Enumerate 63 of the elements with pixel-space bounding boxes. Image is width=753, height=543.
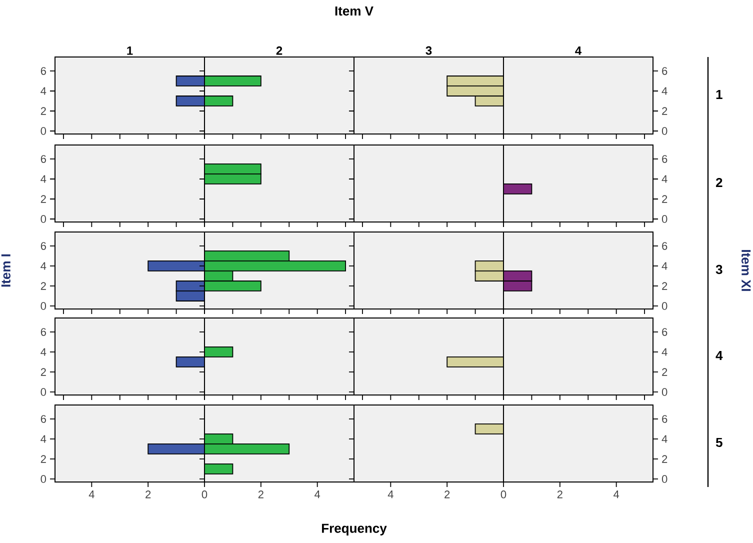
y-tick-label: 2 [662,368,668,376]
y-tick-label: 4 [40,348,46,356]
y-tick-label: 4 [40,175,46,183]
y-tick-label: 6 [662,67,668,75]
text: Item V [335,6,374,16]
y-tick-label: 0 [40,215,46,223]
y-tick-label: 0 [662,127,668,135]
y-tick-label: 2 [662,455,668,463]
y-tick-label: 6 [662,242,668,250]
x-tick-label: 4 [614,490,620,498]
x-tick-label: 4 [88,490,94,498]
y-tick-label: 0 [40,302,46,310]
x-tick-label: 0 [500,490,506,498]
y-tick-label: 4 [40,87,46,95]
y-axis-title: Item I [1,254,10,287]
chart-title: 1 [127,46,133,55]
y-tick-label: 0 [40,127,46,135]
y-tick-label: 2 [662,282,668,290]
text: 2 [716,178,722,188]
x-tick-label: 2 [146,490,151,498]
chart-title: 4 [575,46,582,55]
y-tick-label: 0 [662,388,668,396]
x-tick-label: 2 [444,490,450,498]
y-tick-label: 2 [662,107,668,115]
y-tick-label: 0 [662,302,668,310]
y-tick-label: 2 [40,195,46,203]
y-tick-label: 0 [662,475,668,483]
y-tick-label: 4 [662,175,668,183]
x-tick-label: 2 [258,490,264,498]
y-tick-label: 0 [40,388,46,396]
text: 3 [716,264,722,274]
x-axis-title: Frequency [322,524,387,536]
y-tick-label: 4 [40,262,46,270]
y-tick-label: 6 [662,415,668,423]
chart-title: 2 [276,46,282,55]
y2-axis-title: Item XI [742,250,751,291]
y-tick-label: 2 [40,107,46,115]
y-tick-label: 0 [40,475,46,483]
y-tick-label: 6 [40,328,46,336]
y-tick-label: 6 [662,328,668,336]
x-tick-label: 0 [202,490,208,498]
y-tick-label: 2 [40,282,46,290]
y-tick-label: 6 [662,155,668,163]
x-tick-label: 4 [314,490,320,498]
y-tick-label: 6 [40,415,46,423]
y-tick-label: 4 [662,348,668,356]
x-tick-label: 2 [557,490,562,498]
text: 5 [716,438,722,448]
chart-title: 3 [426,46,432,55]
y-tick-label: 4 [662,87,668,95]
y-tick-label: 4 [662,262,668,270]
y-tick-label: 4 [662,435,668,443]
y-tick-label: 2 [40,455,46,463]
y-tick-label: 6 [40,67,46,75]
x-tick-label: 4 [388,490,394,498]
y-tick-label: 2 [40,368,46,376]
y-tick-label: 4 [40,435,46,443]
text: 1 [716,90,722,99]
text: 4 [716,351,723,360]
y-tick-label: 6 [40,155,46,163]
y-tick-label: 2 [662,195,668,203]
y-tick-label: 0 [662,215,668,223]
y-tick-label: 6 [40,242,46,250]
